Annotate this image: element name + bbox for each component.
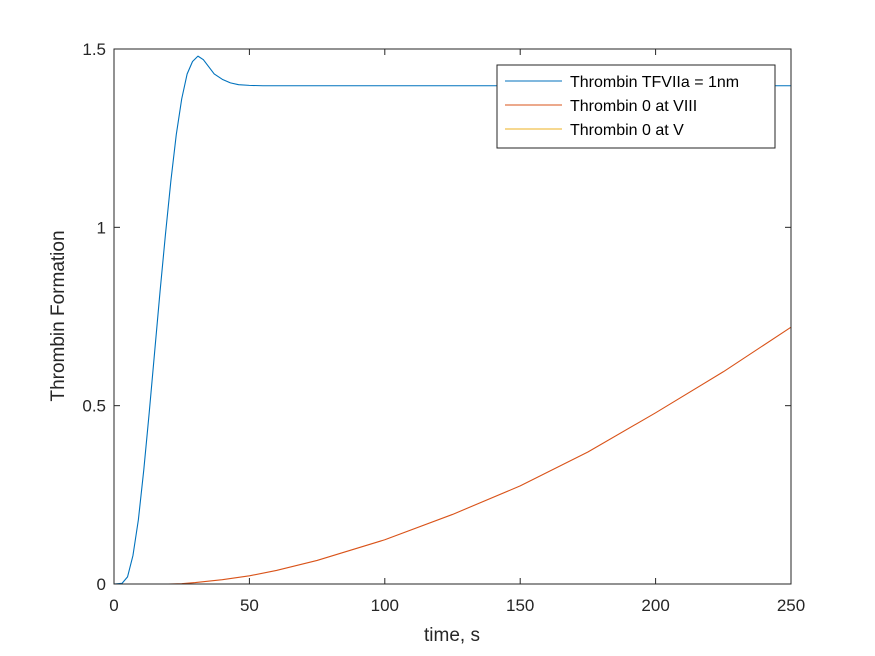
x-axis: 0 50 100 150 200 250 <box>109 49 805 615</box>
x-tick-label: 250 <box>777 596 805 615</box>
x-tick-label: 100 <box>371 596 399 615</box>
y-axis: 0 0.5 1 1.5 <box>82 40 791 594</box>
x-tick-label: 0 <box>109 596 118 615</box>
y-tick-label: 1 <box>97 218 106 237</box>
plot-frame <box>113 48 792 585</box>
legend-box <box>496 64 776 149</box>
legend: Thrombin TFVIIa = 1nm Thrombin 0 at VIII T… <box>496 64 776 149</box>
y-tick-label: 0 <box>97 575 106 594</box>
x-tick-label: 200 <box>641 596 669 615</box>
y-tick-label: 1.5 <box>82 40 106 59</box>
series-line-1 <box>113 55 791 585</box>
legend-label-2: Thrombin 0 at VIII <box>570 98 697 115</box>
y-axis-title: Thrombin Formation <box>48 230 69 401</box>
y-tick-label: 0.5 <box>82 397 106 416</box>
legend-label-1: Thrombin TFVIIa = 1nm <box>570 74 739 91</box>
x-tick-label: 150 <box>506 596 534 615</box>
x-tick-label: 50 <box>240 596 259 615</box>
legend-label-3: Thrombin 0 at V <box>570 122 684 139</box>
x-axis-title: time, s <box>424 625 480 646</box>
